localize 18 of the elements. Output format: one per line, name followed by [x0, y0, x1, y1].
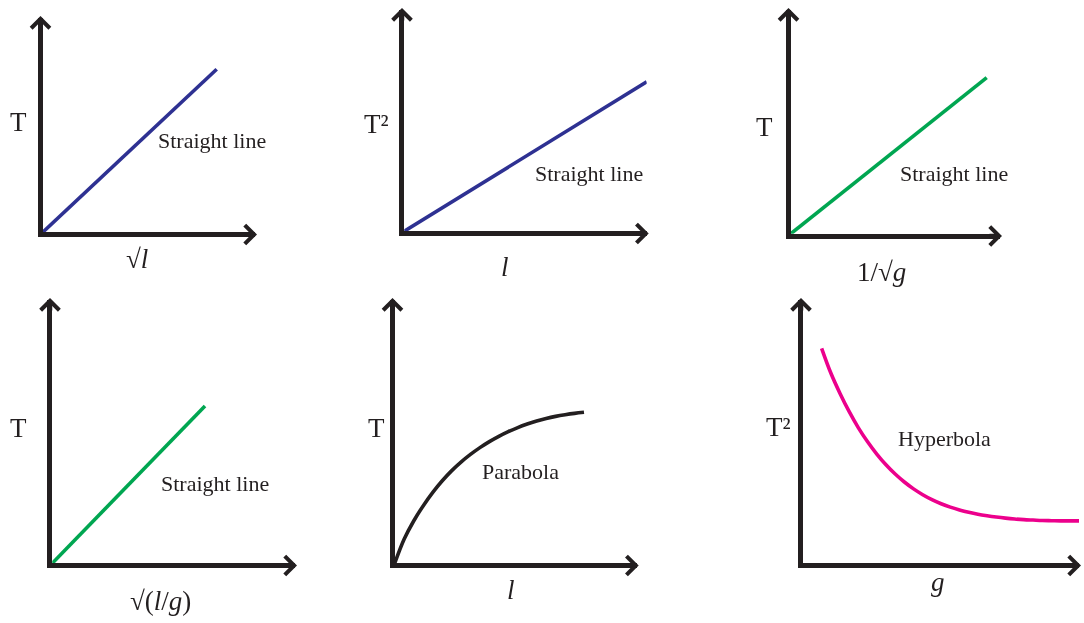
x-axis-title: g [931, 567, 945, 597]
y-axis-title: T [10, 413, 27, 443]
x-axis-title: √(l/g) [130, 586, 192, 616]
x-axis-title: l [507, 575, 515, 605]
y-axis-title: T [10, 107, 27, 137]
y-axis-title: T² [766, 412, 791, 442]
y-axis-title: T² [364, 109, 389, 139]
x-axis-title: l [501, 252, 509, 282]
x-axis-title: √l [126, 244, 149, 274]
series-label: Hyperbola [898, 426, 992, 451]
series-label: Straight line [161, 471, 270, 496]
x-axis-title: 1/√g [857, 257, 907, 287]
y-axis-title: T [756, 112, 773, 142]
y-axis-title: T [368, 413, 385, 443]
series-label: Parabola [482, 459, 560, 484]
series-label: Straight line [535, 161, 644, 186]
series-label: Straight line [900, 161, 1009, 186]
series-label: Straight line [158, 128, 267, 153]
